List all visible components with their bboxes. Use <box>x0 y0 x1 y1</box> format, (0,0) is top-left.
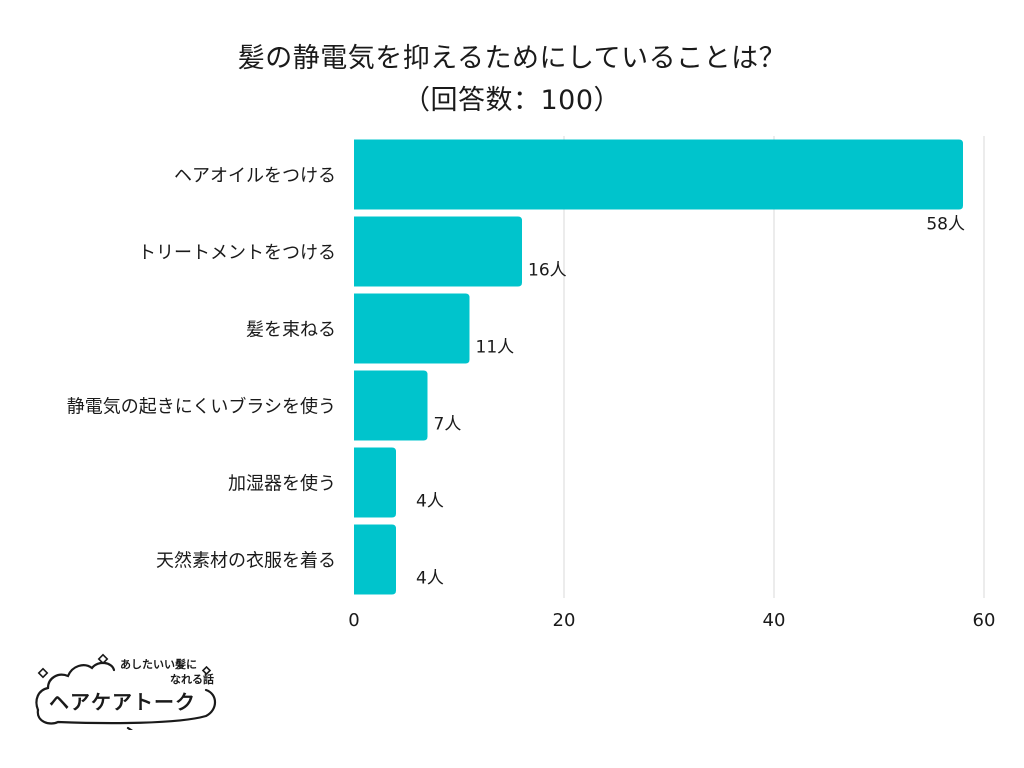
bars <box>354 139 963 595</box>
category-label: 髪を束ねる <box>246 319 336 341</box>
bar <box>354 524 396 595</box>
category-label: ヘアオイルをつける <box>174 166 336 187</box>
bar <box>354 216 522 287</box>
bar <box>354 293 470 364</box>
value-label: 4人 <box>416 569 444 589</box>
x-tick-label: 20 <box>553 610 576 631</box>
value-label: 7人 <box>434 415 462 435</box>
category-label: 加湿器を使う <box>228 474 336 495</box>
value-label: 58人 <box>926 215 965 235</box>
logo-name: ヘアケアトーク <box>49 690 196 714</box>
gridlines <box>563 136 985 598</box>
bar <box>354 139 963 210</box>
value-label: 16人 <box>528 261 567 281</box>
x-tick-label: 0 <box>348 610 359 631</box>
logo-tagline-1: あしたいい髪に <box>120 658 197 671</box>
logo-tagline-2: なれる話 <box>170 673 214 686</box>
value-label: 11人 <box>476 338 515 358</box>
chart-title-line-2: （回答数：100） <box>402 85 622 116</box>
value-label: 4人 <box>416 492 444 512</box>
category-label: トリートメントをつける <box>138 243 336 264</box>
x-tick-label: 60 <box>973 610 996 631</box>
brand-logo: あしたいい髪に なれる話 ヘアケアトーク <box>28 650 228 738</box>
bar <box>354 370 428 441</box>
category-label: 天然素材の衣服を着る <box>156 551 336 572</box>
chart-title: 髪の静電気を抑えるためにしていることは？ （回答数：100） <box>0 38 1024 122</box>
chart-title-line-1: 髪の静電気を抑えるためにしていることは？ <box>237 43 787 74</box>
category-label: 静電気の起きにくいブラシを使う <box>67 396 336 418</box>
bar <box>354 447 396 518</box>
x-tick-label: 40 <box>763 610 786 631</box>
